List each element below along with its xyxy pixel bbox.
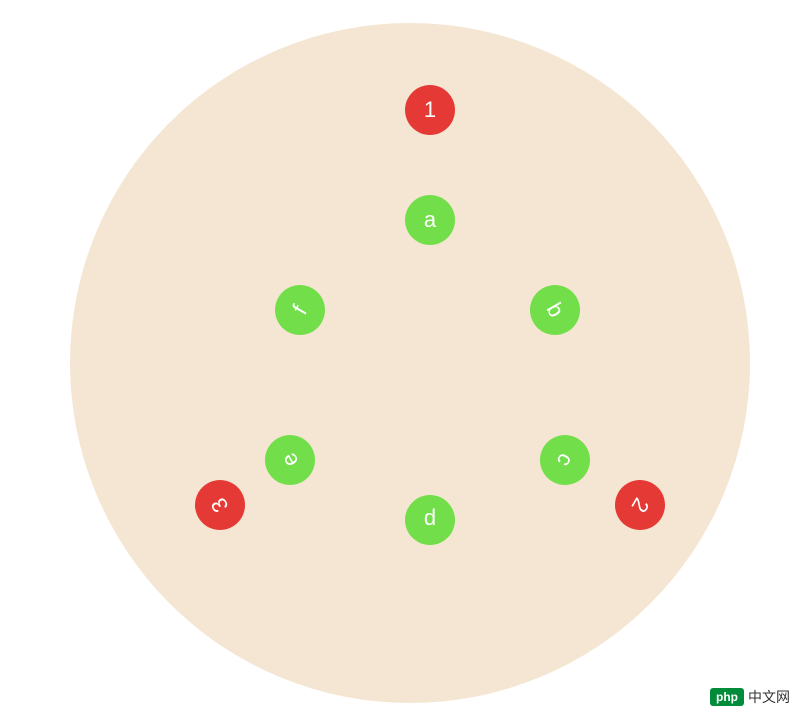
node-label: a bbox=[424, 207, 436, 233]
node-np: p bbox=[405, 495, 455, 545]
node-label: 2 bbox=[626, 493, 655, 517]
watermark: php 中文网 bbox=[710, 687, 790, 707]
node-label: b bbox=[541, 298, 570, 322]
node-label: c bbox=[551, 449, 579, 472]
watermark-badge: php bbox=[710, 688, 744, 706]
node-label: f bbox=[287, 301, 313, 319]
watermark-text: 中文网 bbox=[748, 687, 790, 707]
node-n1: 1 bbox=[405, 85, 455, 135]
node-label: 1 bbox=[424, 97, 436, 123]
node-label: 3 bbox=[206, 493, 235, 517]
node-label: e bbox=[276, 448, 305, 472]
node-label: p bbox=[424, 507, 436, 533]
node-na: a bbox=[405, 195, 455, 245]
